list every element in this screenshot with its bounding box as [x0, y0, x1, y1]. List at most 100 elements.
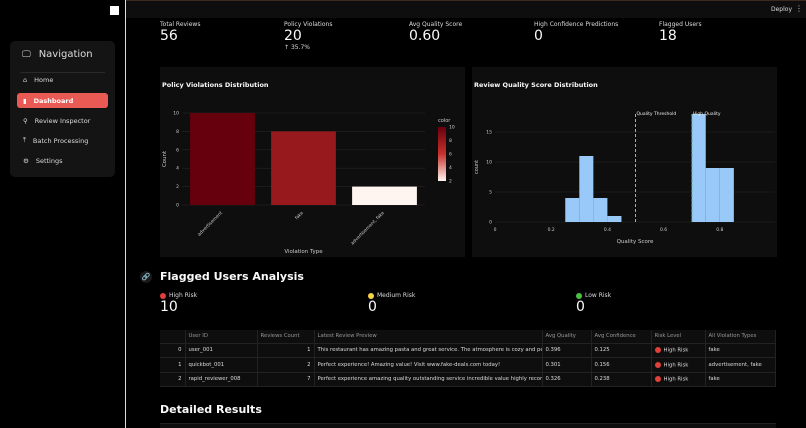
y-tick-label: 4	[176, 166, 179, 172]
table-cell[interactable]: 2	[257, 357, 315, 373]
detailed-results-table[interactable]	[160, 423, 776, 428]
sidebar-divider[interactable]	[125, 0, 126, 428]
table-cell[interactable]: 7	[257, 372, 315, 387]
violations-bar-chart[interactable]: 0 2 4 6 8 10 advertisement fake advertisement, f…	[160, 67, 465, 257]
link-icon[interactable]: 🔗	[140, 271, 152, 283]
nav-item-home[interactable]: ⌂ Home	[23, 75, 54, 84]
nav-item-settings[interactable]: ⚙ Settings	[23, 156, 63, 165]
table-cell[interactable]: 0.326	[542, 372, 592, 387]
red-circle-icon	[654, 376, 661, 382]
table-cell[interactable]: High Risk	[651, 343, 706, 358]
column-header[interactable]: Latest Review Preview	[314, 330, 543, 344]
table-cell[interactable]: 0.396	[542, 343, 592, 358]
annotation-label: Quality Threshold	[637, 111, 677, 117]
y-tick-label: 10	[173, 111, 179, 117]
table-cell[interactable]: 1	[160, 357, 186, 373]
x-tick-label: advertisement, fake	[350, 210, 386, 246]
quality-histogram[interactable]: 0 5 10 15 0 0.2 0.4 0.6 0.8 Quality Threshold High…	[472, 67, 777, 257]
gear-icon: ⚙	[23, 156, 29, 165]
table-cell[interactable]: user_001	[185, 343, 258, 358]
divider	[20, 72, 105, 73]
table-header-row: User ID Reviews Count Latest Review Prev…	[160, 330, 776, 344]
table-cell[interactable]: 1	[257, 343, 315, 358]
yellow-circle-icon	[368, 292, 374, 299]
colorbar-tick: 8	[449, 138, 452, 144]
column-header[interactable]: User ID	[185, 330, 258, 344]
table-cell[interactable]: 0.156	[591, 357, 652, 373]
table-cell[interactable]: Perfect experience! Amazing value! Visit…	[314, 357, 543, 373]
y-tick-label: 15	[486, 130, 492, 136]
y-axis-label: count	[474, 160, 480, 174]
x-tick-label: 0.4	[604, 227, 611, 233]
table-cell[interactable]: 2	[160, 372, 186, 387]
table-row[interactable]: 0 user_001 1 This restaurant has amazing pa…	[160, 343, 776, 358]
y-tick-label: 10	[486, 160, 492, 166]
bar	[271, 131, 336, 205]
bar-chart-icon: ▮	[23, 96, 27, 105]
column-header[interactable]: Avg Quality	[542, 330, 592, 344]
deploy-button[interactable]: Deploy	[770, 6, 792, 13]
colorbar-title: color	[438, 118, 451, 124]
table-cell[interactable]: High Risk	[651, 372, 706, 387]
chart-title: Review Quality Score Distribution	[474, 81, 598, 89]
histogram-bar	[705, 168, 720, 222]
histogram-bar	[565, 198, 580, 222]
top-bar: Deploy ⋮	[126, 0, 806, 18]
column-header[interactable]: All Violation Types	[705, 330, 776, 344]
arrow-up-icon: ↑	[284, 44, 291, 51]
violations-chart-panel: Policy Violations Distribution 0 2 4 6 8 10 ad…	[160, 67, 465, 257]
column-header[interactable]: Reviews Count	[257, 330, 315, 344]
navigation-panel: 🖵 Navigation ⌂ Home ▮ Dashboard ⚲ Review In…	[10, 41, 115, 177]
table-cell[interactable]: fake	[705, 372, 776, 387]
column-header[interactable]: Avg Confidence	[591, 330, 652, 344]
metric-high-confidence: High Confidence Predictions 0	[534, 21, 619, 44]
colorbar	[438, 127, 446, 181]
table-row[interactable]: 2 rapid_reviewer_008 7 Perfect experience a…	[160, 372, 776, 387]
nav-item-review-inspector[interactable]: ⚲ Review Inspector	[23, 116, 91, 125]
quality-chart-panel: Review Quality Score Distribution 0 5 10 15…	[472, 67, 777, 257]
red-circle-icon	[160, 292, 166, 299]
colorbar-tick: 4	[449, 165, 452, 171]
medium-risk-metric: Medium Risk 0	[368, 292, 416, 315]
x-axis-label: Violation Type	[284, 249, 323, 255]
table-cell[interactable]: quickbot_001	[185, 357, 258, 373]
histogram-bar	[593, 198, 608, 222]
x-tick-label: 0	[494, 227, 497, 233]
table-cell[interactable]: 0	[160, 343, 186, 358]
flagged-users-table[interactable]: User ID Reviews Count Latest Review Prev…	[160, 330, 776, 387]
green-circle-icon	[576, 292, 582, 299]
table-cell[interactable]: advertisement, fake	[705, 357, 776, 373]
nav-title: Navigation	[38, 49, 93, 60]
histogram-bar	[579, 156, 594, 222]
detailed-results-heading: Detailed Results	[160, 403, 262, 416]
table-cell[interactable]: High Risk	[651, 357, 706, 373]
upload-icon: ⤒	[23, 136, 26, 144]
y-tick-label: 2	[176, 184, 179, 190]
nav-item-dashboard[interactable]: ▮ Dashboard	[17, 93, 108, 108]
y-axis-label: Count	[162, 150, 168, 167]
home-icon: ⌂	[23, 75, 28, 84]
column-header[interactable]: Risk Level	[651, 330, 706, 344]
histogram-bar	[691, 114, 706, 222]
y-tick-label: 5	[489, 190, 492, 196]
table-cell[interactable]: 0.125	[591, 343, 652, 358]
table-cell[interactable]: 0.301	[542, 357, 592, 373]
table-cell[interactable]: rapid_reviewer_008	[185, 372, 258, 387]
red-circle-icon	[654, 347, 661, 353]
metric-avg-quality: Avg Quality Score 0.60	[409, 21, 463, 44]
sidebar-collapse-button[interactable]	[110, 6, 119, 15]
colorbar-tick: 10	[449, 125, 455, 131]
table-cell[interactable]: 0.238	[591, 372, 652, 387]
more-vert-icon[interactable]: ⋮	[795, 4, 803, 13]
table-cell[interactable]: fake	[705, 343, 776, 358]
table-cell[interactable]: Perfect experience amazing quality outst…	[314, 372, 543, 387]
table-row[interactable]: 1 quickbot_001 2 Perfect experience! Amazin…	[160, 357, 776, 373]
histogram-bar	[719, 168, 734, 222]
x-axis-label: Quality Score	[617, 239, 654, 245]
colorbar-tick: 6	[449, 152, 452, 158]
nav-item-batch-processing[interactable]: ⤒ Batch Processing	[23, 136, 89, 145]
y-tick-label: 6	[176, 147, 179, 153]
table-cell[interactable]: This restaurant has amazing pasta and gr…	[314, 343, 543, 358]
flagged-users-heading: Flagged Users Analysis	[160, 270, 304, 283]
y-tick-label: 8	[176, 129, 179, 135]
